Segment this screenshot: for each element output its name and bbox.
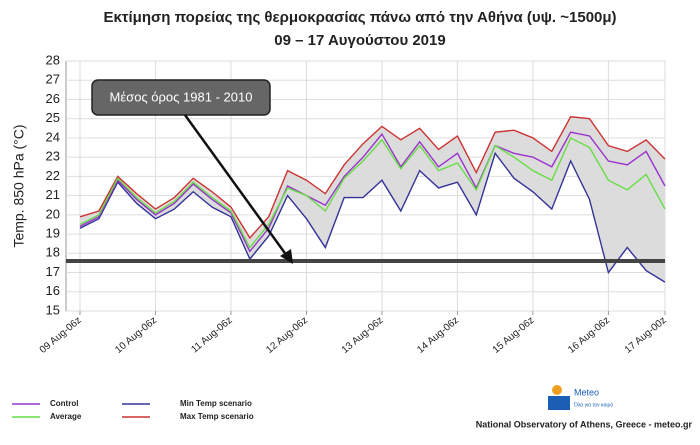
chart-subtitle: 09 – 17 Αυγούστου 2019 — [274, 32, 445, 49]
y-tick-label: 23 — [46, 149, 60, 164]
y-tick-label: 28 — [46, 52, 60, 67]
x-tick-label: 12 Aug-06z — [264, 315, 310, 356]
y-tick-label: 18 — [46, 245, 60, 260]
chart-title: Εκτίμηση πορείας της θερμοκρασίας πάνω α… — [103, 9, 616, 26]
x-tick-label: 11 Aug-06z — [189, 315, 234, 355]
y-tick-label: 16 — [46, 283, 60, 298]
x-tick-label: 10 Aug-06z — [113, 315, 159, 356]
y-tick-label: 27 — [46, 72, 60, 87]
y-axis-label: Temp. 850 hPa (°C) — [11, 124, 27, 247]
series-line — [79, 131, 666, 253]
y-tick-label: 21 — [46, 187, 60, 202]
y-tick-label: 26 — [46, 91, 60, 106]
annotation-arrowhead — [280, 249, 293, 264]
source-note: National Observatory of Athens, Greece -… — [476, 419, 693, 429]
x-tick-label: 14 Aug-06z — [415, 315, 461, 356]
y-tick-label: 22 — [46, 168, 60, 183]
legend-label: Control — [50, 399, 78, 408]
legend-label: Min Temp scenario — [180, 399, 252, 408]
series-line — [79, 151, 666, 283]
y-tick-label: 25 — [46, 110, 60, 125]
spread-area — [80, 116, 665, 283]
logo-icon — [548, 396, 570, 410]
logo: Meteo Όλα για τον καιρό — [548, 385, 613, 410]
logo-tagline: Όλα για τον καιρό — [573, 401, 613, 408]
x-tick-label: 15 Aug-06z — [491, 315, 537, 356]
y-tick-label: 19 — [46, 226, 60, 241]
logo-sun — [552, 385, 562, 395]
x-tick-label: 17 Aug-00z — [623, 315, 669, 356]
legend-label: Average — [50, 412, 82, 421]
annotation-arrow — [183, 114, 289, 257]
annotation-text: Μέσος όρος 1981 - 2010 — [110, 89, 253, 104]
x-tick-label: 09 Aug-06z — [38, 315, 84, 356]
annotation-box — [91, 79, 271, 116]
y-tick-label: 20 — [46, 206, 60, 221]
y-tick-label: 15 — [46, 302, 60, 317]
logo-name: Meteo — [574, 387, 599, 397]
x-tick-label: 13 Aug-06z — [340, 315, 386, 356]
legend-label: Max Temp scenario — [180, 412, 254, 421]
x-tick-label: 16 Aug-06z — [566, 315, 612, 356]
y-tick-label: 24 — [46, 129, 60, 144]
series-line — [79, 136, 666, 249]
y-tick-label: 17 — [46, 264, 60, 279]
series-line — [79, 116, 666, 240]
